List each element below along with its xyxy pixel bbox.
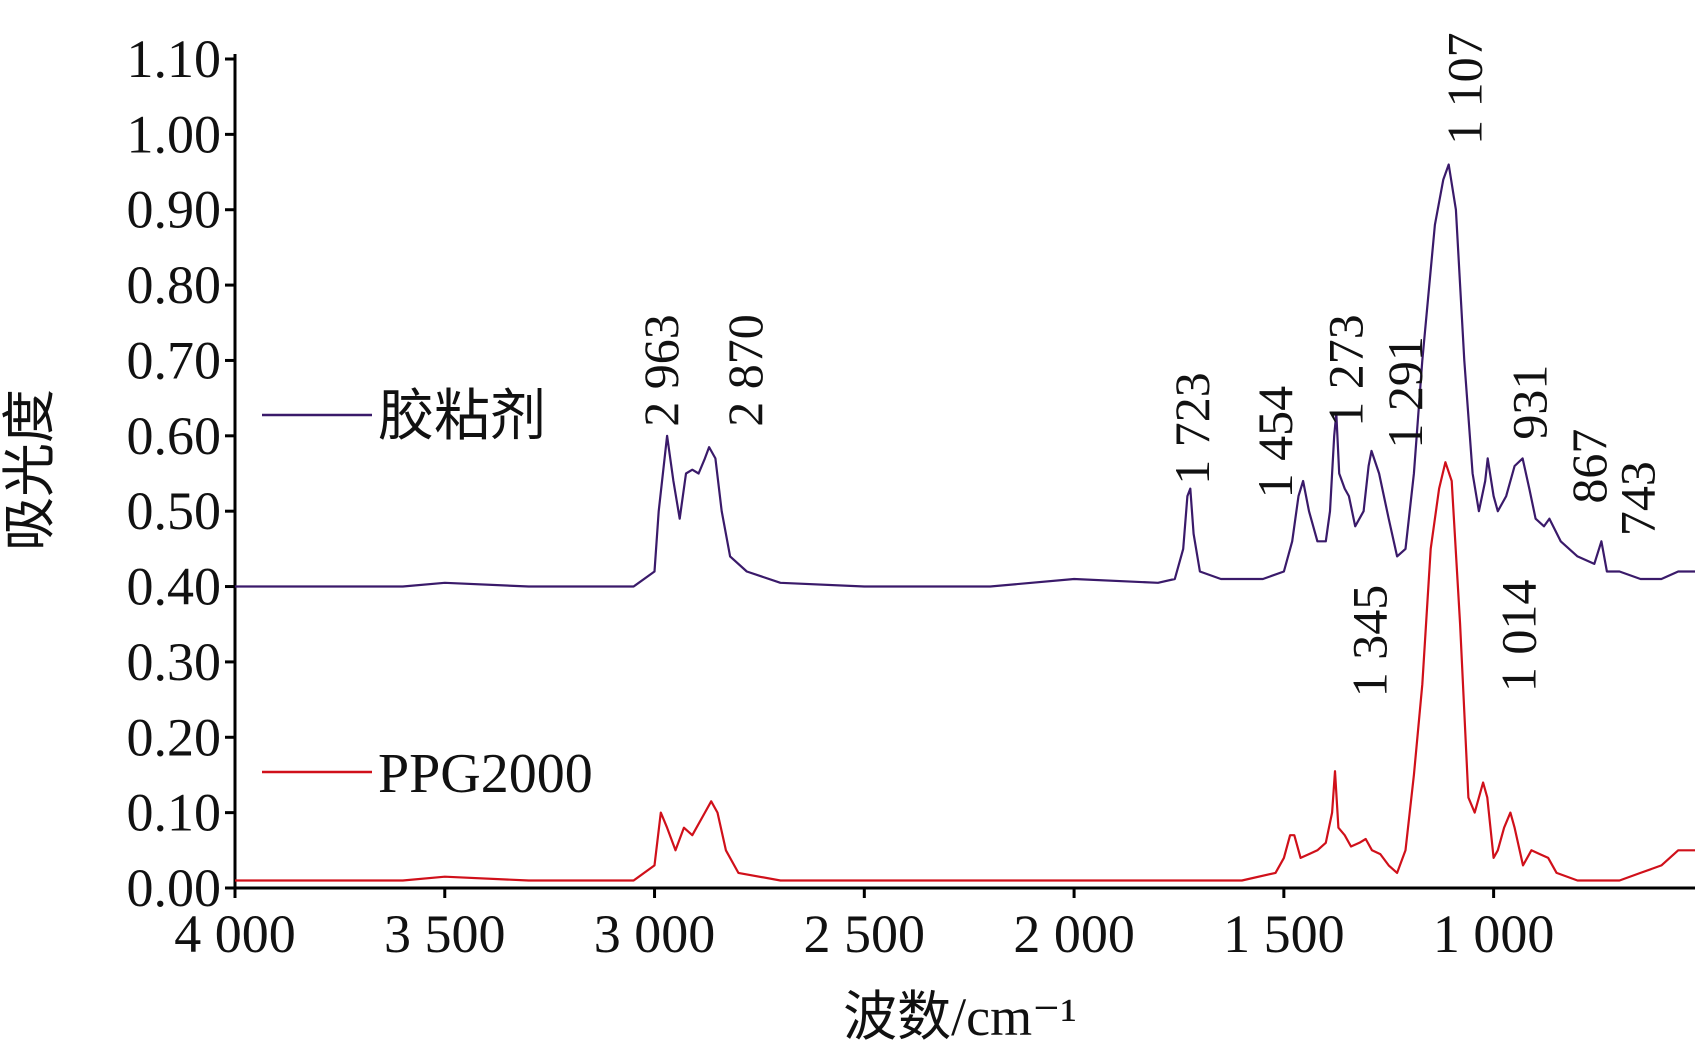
x-tick-label: 1 500 — [1223, 904, 1345, 964]
peak-label: 2 963 — [633, 314, 689, 427]
series-line — [235, 461, 1695, 882]
y-tick-label: 0.90 — [127, 180, 222, 240]
peak-label: 2 870 — [717, 314, 773, 427]
peak-label: 931 — [1501, 365, 1557, 440]
peak-label: 1 723 — [1164, 372, 1220, 485]
x-tick-label: 4 000 — [174, 904, 296, 964]
y-tick-label: 0.40 — [127, 557, 222, 617]
peak-label: 1 291 — [1377, 336, 1433, 449]
x-tick-label: 2 000 — [1013, 904, 1135, 964]
legend-label: 胶粘剂 — [378, 386, 546, 448]
peak-label: 1 014 — [1490, 580, 1546, 693]
y-tick-label: 0.20 — [127, 707, 222, 767]
y-tick-label: 1.00 — [127, 104, 222, 164]
y-tick-label: 0.80 — [127, 255, 222, 315]
x-axis-title: 波数/cm⁻¹ — [843, 987, 1077, 1047]
peak-label: 1 273 — [1318, 314, 1374, 427]
x-tick-label: 1 000 — [1433, 904, 1555, 964]
series-line — [235, 163, 1695, 588]
x-tick-label: 2 500 — [804, 904, 926, 964]
y-tick-label: 0.50 — [127, 481, 222, 541]
peak-label: 1 454 — [1247, 386, 1303, 499]
y-tick-label: 0.10 — [127, 783, 222, 843]
peak-label: 743 — [1610, 461, 1666, 536]
legend-label: PPG2000 — [378, 743, 593, 805]
y-tick-label: 0.60 — [127, 406, 222, 466]
y-tick-label: 0.70 — [127, 330, 222, 390]
peak-label: 867 — [1561, 429, 1617, 504]
x-tick-label: 3 000 — [594, 904, 716, 964]
peak-label: 1 107 — [1436, 32, 1492, 145]
y-tick-label: 1.10 — [127, 29, 222, 89]
x-tick-label: 3 500 — [384, 904, 506, 964]
y-tick-label: 0.30 — [127, 632, 222, 692]
peak-label: 1 345 — [1341, 585, 1397, 698]
y-axis-title: 吸光度 — [0, 389, 60, 551]
y-tick-label: 0.00 — [127, 858, 222, 918]
